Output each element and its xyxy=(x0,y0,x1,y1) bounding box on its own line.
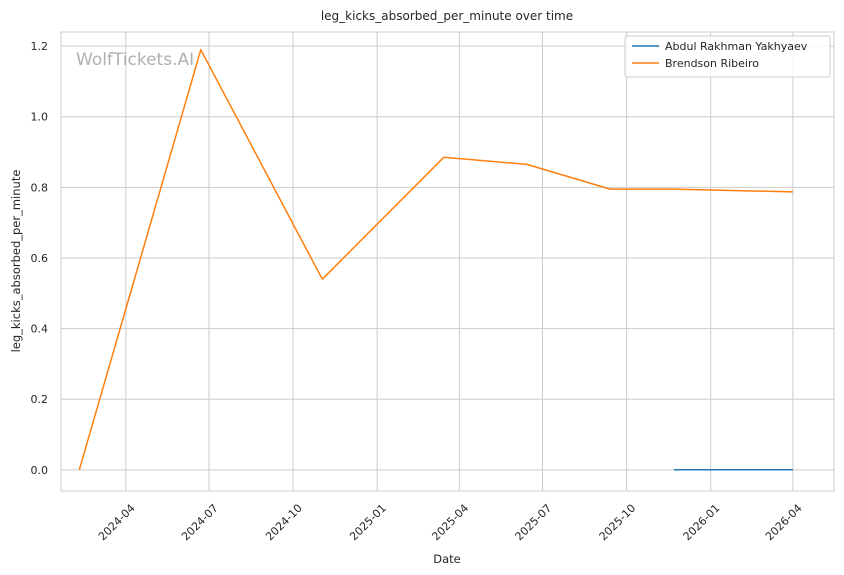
legend-label: Abdul Rakhman Yakhyaev xyxy=(665,40,808,53)
y-tick-label: 0.2 xyxy=(31,393,49,406)
series-line-1 xyxy=(78,48,793,471)
plot-frame xyxy=(60,31,835,492)
x-tick-label: 2025-10 xyxy=(597,502,639,544)
x-tick-label: 2025-04 xyxy=(429,502,471,544)
y-tick-label: 0.6 xyxy=(31,252,49,265)
x-tick-label: 2024-10 xyxy=(263,502,305,544)
chart-title: leg_kicks_absorbed_per_minute over time xyxy=(321,9,573,23)
x-axis-label: Date xyxy=(433,552,461,566)
y-tick-label: 0.8 xyxy=(31,181,49,194)
x-tick-label: 2025-01 xyxy=(347,502,389,544)
x-tick-label: 2024-07 xyxy=(179,502,221,544)
x-tick-label: 2025-07 xyxy=(513,502,555,544)
series-lines xyxy=(78,48,793,471)
y-axis-ticks: 0.0 0.2 0.4 0.6 0.8 1.0 1.2 xyxy=(31,40,49,477)
y-axis-label: leg_kicks_absorbed_per_minute xyxy=(9,170,23,353)
x-tick-label: 2026-04 xyxy=(763,502,805,544)
y-tick-label: 1.2 xyxy=(31,40,49,53)
legend: Abdul Rakhman Yakhyaev Brendson Ribeiro xyxy=(624,35,831,78)
x-axis-ticks: 2024-04 2024-07 2024-10 2025-01 2025-04 2025-… xyxy=(96,502,805,544)
y-tick-label: 0.0 xyxy=(31,464,49,477)
y-tick-label: 0.4 xyxy=(31,323,49,336)
legend-box xyxy=(624,35,831,78)
y-tick-label: 1.0 xyxy=(31,111,49,124)
x-tick-label: 2024-04 xyxy=(96,502,138,544)
x-tick-label: 2026-01 xyxy=(681,502,723,544)
watermark: WolfTickets.AI xyxy=(76,50,194,70)
legend-label: Brendson Ribeiro xyxy=(665,57,759,70)
plot-area xyxy=(61,32,834,491)
